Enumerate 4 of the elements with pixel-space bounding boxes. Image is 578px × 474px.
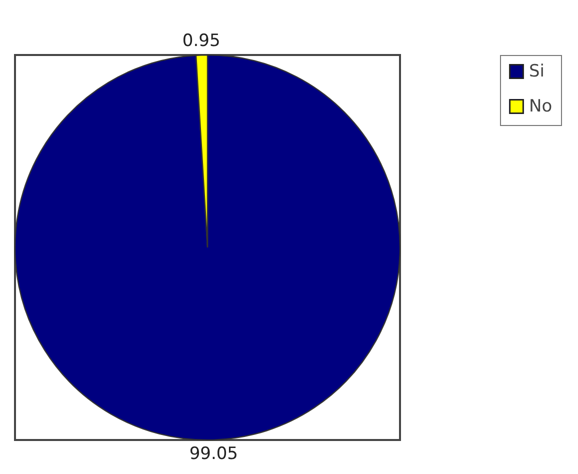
legend-label: No [529,96,552,116]
data-label: 99.05 [189,444,238,464]
data-label: 0.95 [182,31,220,52]
legend-label: Si [529,62,545,82]
